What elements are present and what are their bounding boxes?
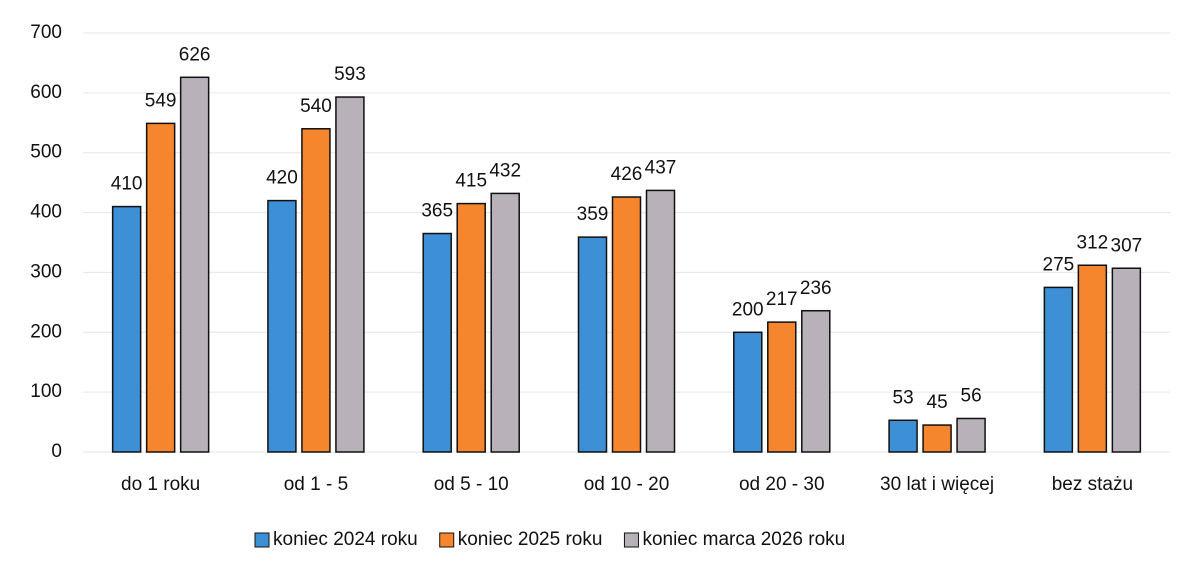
bar [111,205,142,453]
bar [1043,286,1074,453]
legend-label: koniec 2024 roku [273,529,418,550]
data-label: 410 [111,174,143,195]
data-label: 426 [611,164,643,185]
bar [301,128,331,453]
bar [888,419,918,453]
data-label: 53 [893,387,914,408]
data-label: 432 [489,160,521,181]
x-tick-label: od 1 - 5 [284,474,348,495]
bar [335,96,365,453]
bar [422,232,452,453]
data-label: 626 [179,44,211,65]
bar [956,417,986,453]
x-tick-label: do 1 roku [121,474,200,495]
y-tick-label: 300 [30,261,62,282]
data-label: 217 [766,289,798,310]
data-label: 437 [645,157,677,178]
y-tick-label: 400 [30,202,62,223]
bar [767,321,797,453]
y-tick-label: 600 [30,82,62,103]
bar [611,196,642,453]
y-tick-label: 500 [30,142,62,163]
legend-label: koniec 2025 roku [458,529,603,550]
bar [577,236,608,453]
y-tick-label: 0 [51,441,62,462]
y-tick-label: 100 [30,381,62,402]
data-label: 540 [300,96,332,117]
data-label: 200 [732,299,764,320]
data-label: 415 [455,171,487,192]
bar [922,424,952,453]
x-tick-label: 30 lat i więcej [880,474,994,495]
data-label: 275 [1043,254,1075,275]
bar [733,331,763,453]
data-label: 45 [927,392,948,413]
x-tick-label: bez stażu [1052,474,1133,495]
bar [145,122,176,453]
data-label: 307 [1111,235,1143,256]
data-label: 312 [1077,232,1109,253]
legend-swatch [439,532,455,548]
data-label: 56 [961,385,982,406]
bar [456,202,486,453]
bar [267,199,297,453]
data-label: 359 [577,204,609,225]
legend-label: koniec marca 2026 roku [642,529,845,550]
bar [645,189,676,453]
legend-swatch [623,532,639,548]
y-tick-label: 700 [30,22,62,43]
bar [801,309,831,453]
x-tick-label: od 20 - 30 [739,474,825,495]
data-label: 420 [266,168,298,189]
data-label: 236 [800,278,832,299]
legend-swatch [254,532,270,548]
y-tick-label: 200 [30,321,62,342]
x-tick-label: od 10 - 20 [584,474,670,495]
data-label: 593 [334,64,366,85]
bar [490,192,520,453]
bar [179,76,210,453]
x-tick-label: od 5 - 10 [434,474,509,495]
data-label: 365 [421,201,453,222]
bar [1077,264,1108,453]
bar [1111,267,1142,453]
data-label: 549 [145,90,177,111]
